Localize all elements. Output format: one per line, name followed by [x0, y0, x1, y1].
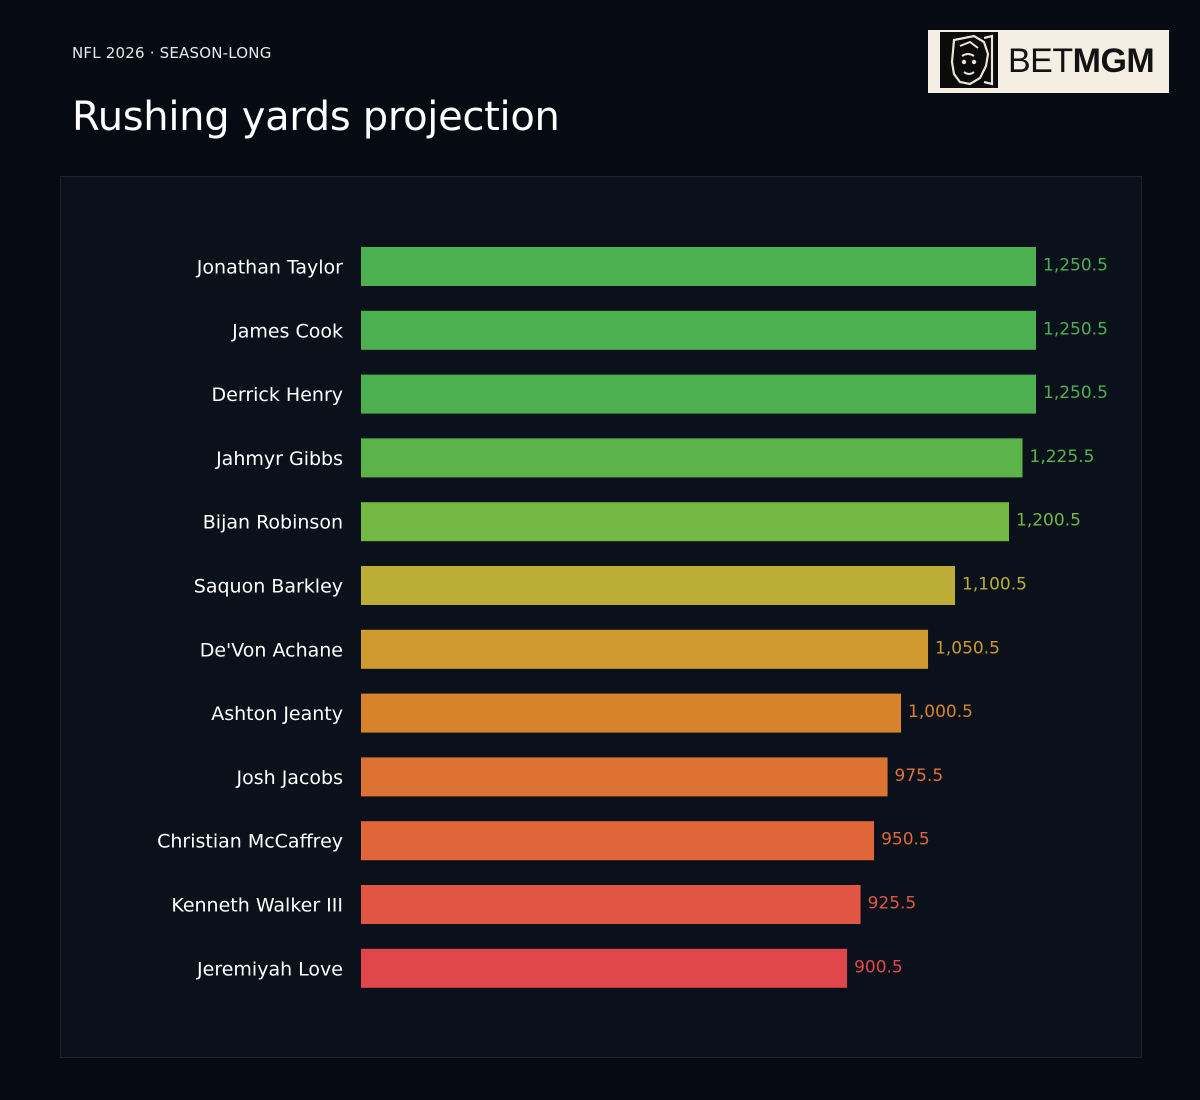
- value-label: 1,050.5: [935, 638, 1000, 658]
- value-label: 975.5: [895, 766, 944, 786]
- lion-head-icon: [940, 32, 998, 88]
- value-label: 1,225.5: [1030, 447, 1095, 467]
- value-label: 1,100.5: [962, 575, 1027, 595]
- category-label: Derrick Henry: [212, 384, 343, 406]
- bar: [361, 374, 1036, 414]
- bar: [361, 948, 848, 988]
- category-label: Jonathan Taylor: [196, 257, 343, 279]
- bar: [361, 502, 1010, 542]
- logo-mgm: MGM: [1072, 42, 1155, 80]
- category-label: Saquon Barkley: [194, 576, 343, 598]
- kicker: NFL 2026 · SEASON-LONG: [72, 44, 272, 62]
- value-label: 900.5: [854, 957, 903, 977]
- category-label: Jahmyr Gibbs: [215, 448, 343, 470]
- category-label: Jeremiyah Love: [196, 958, 343, 980]
- bar: [361, 693, 902, 733]
- value-label: 1,250.5: [1043, 383, 1108, 403]
- bar-chart: Jonathan Taylor 1,250.5 James Cook 1,250.5 D…: [157, 247, 1108, 988]
- logo-wordmark: BETMGM: [1008, 42, 1155, 80]
- category-label: Josh Jacobs: [236, 767, 344, 789]
- bar: [361, 247, 1036, 286]
- category-label: Christian McCaffrey: [157, 831, 343, 853]
- category-label: Kenneth Walker III: [171, 895, 343, 917]
- value-label: 1,250.5: [1043, 319, 1108, 339]
- bar: [361, 757, 888, 797]
- chart-panel: Jonathan Taylor 1,250.5 James Cook 1,250.5 D…: [60, 176, 1142, 1058]
- category-label: De'Von Achane: [200, 639, 343, 661]
- bar: [361, 438, 1023, 478]
- page-title: Rushing yards projection: [72, 94, 560, 140]
- category-label: Ashton Jeanty: [211, 703, 343, 725]
- value-label: 1,000.5: [908, 702, 973, 722]
- bar: [361, 885, 861, 924]
- bar: [361, 566, 956, 605]
- category-label: Bijan Robinson: [203, 512, 343, 534]
- value-label: 1,250.5: [1043, 256, 1108, 276]
- logo-bet: BET: [1008, 42, 1073, 80]
- bar: [361, 821, 875, 861]
- value-label: 925.5: [868, 894, 917, 914]
- bar: [361, 310, 1036, 350]
- betmgm-logo: BETMGM: [928, 30, 1169, 93]
- bar: [361, 629, 929, 669]
- category-label: James Cook: [231, 320, 343, 342]
- value-label: 950.5: [881, 830, 930, 850]
- value-label: 1,200.5: [1016, 511, 1081, 531]
